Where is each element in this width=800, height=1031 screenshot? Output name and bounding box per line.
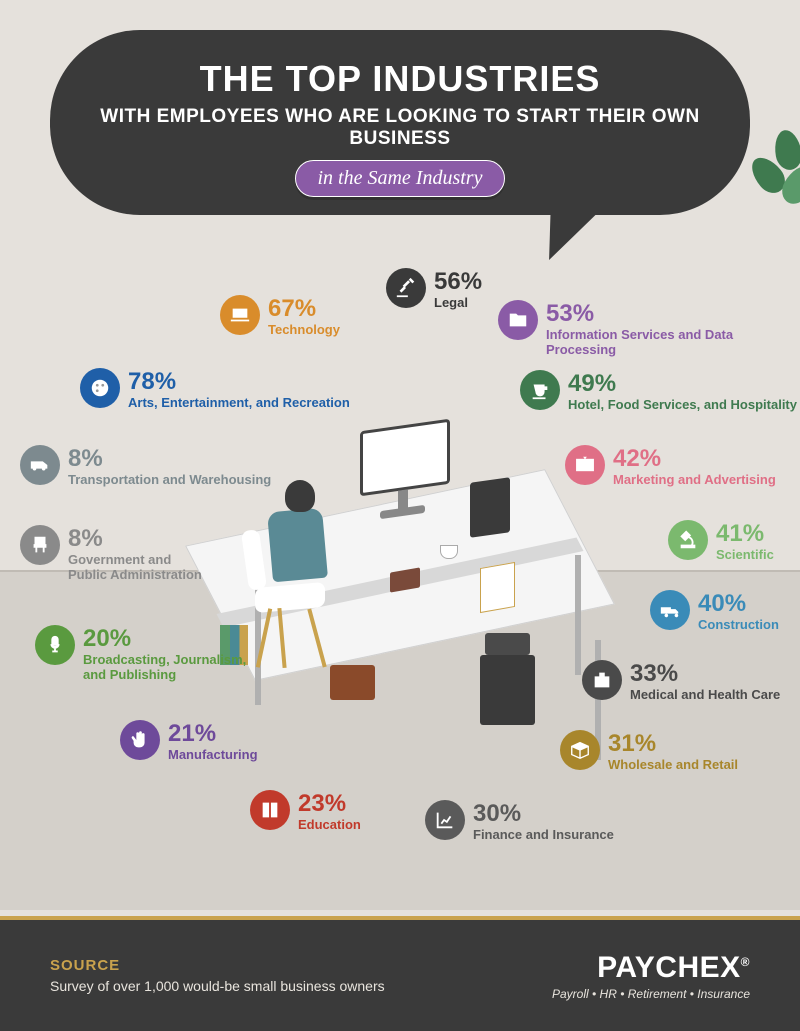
- chart-icon: [425, 800, 465, 840]
- industry-text: 21%Manufacturing: [168, 720, 258, 763]
- brand-name: PAYCHEX®: [552, 951, 750, 985]
- brand-tagline: Payroll • HR • Retirement • Insurance: [552, 987, 750, 1001]
- industry-label: Construction: [698, 618, 779, 633]
- book-icon: [250, 790, 290, 830]
- industry-text: 31%Wholesale and Retail: [608, 730, 738, 773]
- industry-scientific: 41%Scientific: [668, 520, 774, 563]
- industry-text: 41%Scientific: [716, 520, 774, 563]
- industry-text: 42%Marketing and Advertising: [613, 445, 776, 488]
- laptop-icon: [220, 295, 260, 335]
- industry-education: 23%Education: [250, 790, 361, 833]
- brand-block: PAYCHEX® Payroll • HR • Retirement • Ins…: [552, 951, 750, 1001]
- industry-percent: 40%: [698, 590, 779, 618]
- industry-percent: 78%: [128, 368, 350, 396]
- industry-label: Legal: [434, 296, 482, 311]
- industry-text: 49%Hotel, Food Services, and Hospitality: [568, 370, 797, 413]
- industry-percent: 67%: [268, 295, 340, 323]
- source-text: Survey of over 1,000 would-be small busi…: [50, 978, 385, 994]
- folder-icon: [498, 300, 538, 340]
- header-line2: WITH EMPLOYEES WHO ARE LOOKING TO START …: [50, 106, 750, 150]
- industry-technology: 67%Technology: [220, 295, 340, 338]
- industry-label: Government and Public Administration: [68, 553, 202, 583]
- industry-text: 56%Legal: [434, 268, 482, 311]
- industry-percent: 41%: [716, 520, 774, 548]
- industry-text: 20%Broadcasting, Journalism, and Publish…: [83, 625, 246, 682]
- industry-wholesale: 31%Wholesale and Retail: [560, 730, 738, 773]
- cup-icon: [520, 370, 560, 410]
- industry-medical: 33%Medical and Health Care: [582, 660, 780, 703]
- industry-text: 53%Information Services and Data Process…: [546, 300, 800, 357]
- industry-label: Broadcasting, Journalism, and Publishing: [83, 653, 246, 683]
- palette-icon: [80, 368, 120, 408]
- industry-label: Manufacturing: [168, 748, 258, 763]
- industry-marketing: 42%Marketing and Advertising: [565, 445, 776, 488]
- industry-label: Finance and Insurance: [473, 828, 614, 843]
- industry-label: Scientific: [716, 548, 774, 563]
- tv-icon: [565, 445, 605, 485]
- industry-finance: 30%Finance and Insurance: [425, 800, 614, 843]
- medkit-icon: [582, 660, 622, 700]
- industry-percent: 53%: [546, 300, 800, 328]
- industry-percent: 49%: [568, 370, 797, 398]
- industry-label: Technology: [268, 323, 340, 338]
- industry-label: Transportation and Warehousing: [68, 473, 271, 488]
- industry-text: 8%Government and Public Administration: [68, 525, 202, 582]
- industry-percent: 56%: [434, 268, 482, 296]
- industry-percent: 23%: [298, 790, 361, 818]
- header-bubble: THE TOP INDUSTRIES WITH EMPLOYEES WHO AR…: [50, 30, 750, 215]
- industry-text: 23%Education: [298, 790, 361, 833]
- industry-label: Hotel, Food Services, and Hospitality: [568, 398, 797, 413]
- industry-info: 53%Information Services and Data Process…: [498, 300, 800, 357]
- industry-label: Arts, Entertainment, and Recreation: [128, 396, 350, 411]
- industry-percent: 8%: [68, 445, 271, 473]
- industry-text: 33%Medical and Health Care: [630, 660, 780, 703]
- industry-text: 78%Arts, Entertainment, and Recreation: [128, 368, 350, 411]
- gavel-icon: [386, 268, 426, 308]
- industry-arts: 78%Arts, Entertainment, and Recreation: [80, 368, 350, 411]
- microscope-icon: [668, 520, 708, 560]
- industry-text: 8%Transportation and Warehousing: [68, 445, 271, 488]
- industry-transport: 8%Transportation and Warehousing: [20, 445, 271, 488]
- industry-label: Information Services and Data Processing: [546, 328, 800, 358]
- industry-text: 67%Technology: [268, 295, 340, 338]
- industry-construction: 40%Construction: [650, 590, 779, 633]
- mic-icon: [35, 625, 75, 665]
- source-block: SOURCE Survey of over 1,000 would-be sma…: [50, 957, 385, 994]
- industry-text: 40%Construction: [698, 590, 779, 633]
- industry-hotel: 49%Hotel, Food Services, and Hospitality: [520, 370, 797, 413]
- source-title: SOURCE: [50, 957, 385, 974]
- industry-label: Medical and Health Care: [630, 688, 780, 703]
- truck-icon: [650, 590, 690, 630]
- industry-percent: 42%: [613, 445, 776, 473]
- industry-percent: 33%: [630, 660, 780, 688]
- industry-label: Education: [298, 818, 361, 833]
- industry-legal: 56%Legal: [386, 268, 482, 311]
- industry-label: Marketing and Advertising: [613, 473, 776, 488]
- header-line1: THE TOP INDUSTRIES: [50, 58, 750, 100]
- industry-percent: 21%: [168, 720, 258, 748]
- industry-broadcast: 20%Broadcasting, Journalism, and Publish…: [35, 625, 246, 682]
- box-icon: [560, 730, 600, 770]
- industry-percent: 20%: [83, 625, 246, 653]
- industry-text: 30%Finance and Insurance: [473, 800, 614, 843]
- van-icon: [20, 445, 60, 485]
- plant-decoration: [755, 130, 800, 220]
- industry-label: Wholesale and Retail: [608, 758, 738, 773]
- industry-gov: 8%Government and Public Administration: [20, 525, 202, 582]
- industry-percent: 8%: [68, 525, 202, 553]
- industry-percent: 31%: [608, 730, 738, 758]
- chair-icon: [20, 525, 60, 565]
- hand-icon: [120, 720, 160, 760]
- industry-percent: 30%: [473, 800, 614, 828]
- header-badge: in the Same Industry: [295, 160, 506, 197]
- industry-manufacturing: 21%Manufacturing: [120, 720, 258, 763]
- footer: SOURCE Survey of over 1,000 would-be sma…: [0, 916, 800, 1031]
